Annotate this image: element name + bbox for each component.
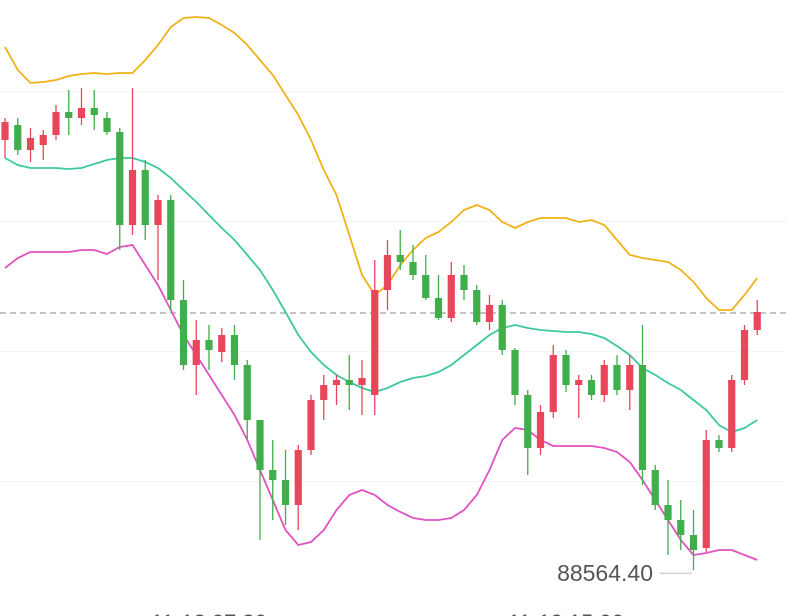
min-label: 88564.40 <box>557 560 653 586</box>
candle-body <box>383 255 392 290</box>
candle-body <box>447 275 455 318</box>
x-tick-label: 11-12 15:00 <box>508 610 624 616</box>
candle-body <box>600 365 608 395</box>
candle-body <box>128 170 137 225</box>
candle-body <box>409 262 417 275</box>
candle-body <box>549 355 557 412</box>
candle-body <box>116 132 124 225</box>
candle-body <box>26 138 35 150</box>
band-line <box>4 16 759 311</box>
candle-body <box>294 450 302 505</box>
candle-body <box>320 385 328 400</box>
candle-body <box>192 340 200 365</box>
candle-body <box>179 300 188 365</box>
candle-body <box>689 535 698 550</box>
candle-body <box>702 440 710 548</box>
candle-body <box>651 470 659 505</box>
candle-body <box>14 125 22 150</box>
candle-body <box>498 305 506 350</box>
candle-body <box>460 275 468 290</box>
candle-body <box>638 365 647 470</box>
band-line <box>4 244 758 561</box>
candle-body <box>1 122 9 140</box>
candle-body <box>103 118 111 132</box>
candle-body <box>230 335 239 365</box>
candle-body <box>715 440 723 448</box>
candle-body <box>65 112 73 118</box>
candle-body <box>39 135 47 145</box>
candle-body <box>52 112 60 135</box>
candle-body <box>562 355 570 385</box>
candle-body <box>485 305 494 322</box>
candle-body <box>626 365 634 390</box>
candle-body <box>396 255 404 262</box>
candle-body <box>358 378 366 385</box>
candle-body <box>434 298 443 318</box>
candle-body <box>587 380 596 395</box>
candle-body <box>728 380 736 448</box>
candle-body <box>281 480 290 505</box>
band-line <box>4 157 758 433</box>
candle-body <box>332 380 341 385</box>
candle-body <box>345 380 353 385</box>
candle-body <box>371 290 379 395</box>
candle-body <box>677 520 685 535</box>
candle-body <box>511 350 519 395</box>
candle-body <box>269 470 277 480</box>
x-tick-label: 11-12 07:30 <box>151 610 267 616</box>
candle-body <box>422 275 430 298</box>
candle-body <box>243 365 251 420</box>
candle-body <box>205 340 213 350</box>
candle-body <box>307 400 315 450</box>
candle-body <box>575 380 583 385</box>
candle-body <box>154 200 162 225</box>
candle-body <box>218 335 226 352</box>
candle-body <box>740 330 749 380</box>
candle-body <box>524 395 532 448</box>
candle-body <box>753 312 761 330</box>
candle-body <box>473 290 481 322</box>
candle-body <box>613 365 621 390</box>
candle-body <box>77 108 86 118</box>
candle-body <box>664 505 672 520</box>
candle-body <box>536 412 545 448</box>
candle-body <box>90 108 98 115</box>
candle-body <box>256 420 264 470</box>
candle-body <box>141 170 149 225</box>
candle-body <box>167 200 175 300</box>
